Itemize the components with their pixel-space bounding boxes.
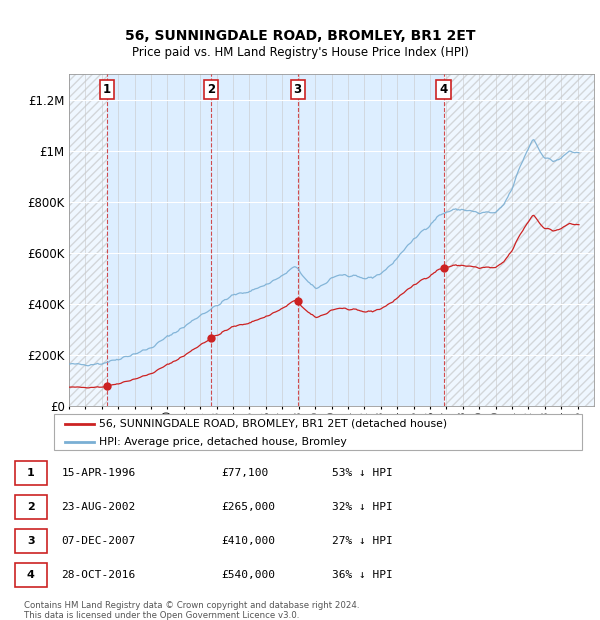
Text: 36% ↓ HPI: 36% ↓ HPI bbox=[332, 570, 393, 580]
FancyBboxPatch shape bbox=[15, 461, 47, 484]
FancyBboxPatch shape bbox=[15, 564, 47, 587]
Text: 56, SUNNINGDALE ROAD, BROMLEY, BR1 2ET: 56, SUNNINGDALE ROAD, BROMLEY, BR1 2ET bbox=[125, 29, 475, 43]
Text: 23-AUG-2002: 23-AUG-2002 bbox=[61, 502, 136, 512]
Bar bbox=[69, 74, 107, 406]
Text: £265,000: £265,000 bbox=[221, 502, 275, 512]
Text: 3: 3 bbox=[293, 83, 302, 96]
Bar bbox=[443, 74, 594, 406]
Text: 3: 3 bbox=[27, 536, 35, 546]
Text: £77,100: £77,100 bbox=[221, 467, 269, 478]
Text: 56, SUNNINGDALE ROAD, BROMLEY, BR1 2ET (detached house): 56, SUNNINGDALE ROAD, BROMLEY, BR1 2ET (… bbox=[99, 418, 447, 428]
Text: 32% ↓ HPI: 32% ↓ HPI bbox=[332, 502, 393, 512]
Text: £410,000: £410,000 bbox=[221, 536, 275, 546]
Text: HPI: Average price, detached house, Bromley: HPI: Average price, detached house, Brom… bbox=[99, 436, 347, 446]
Text: 28-OCT-2016: 28-OCT-2016 bbox=[61, 570, 136, 580]
Text: 15-APR-1996: 15-APR-1996 bbox=[61, 467, 136, 478]
Text: 07-DEC-2007: 07-DEC-2007 bbox=[61, 536, 136, 546]
Text: Price paid vs. HM Land Registry's House Price Index (HPI): Price paid vs. HM Land Registry's House … bbox=[131, 46, 469, 58]
Text: 4: 4 bbox=[439, 83, 448, 96]
FancyBboxPatch shape bbox=[15, 529, 47, 552]
Text: Contains HM Land Registry data © Crown copyright and database right 2024.: Contains HM Land Registry data © Crown c… bbox=[24, 601, 359, 611]
Text: 53% ↓ HPI: 53% ↓ HPI bbox=[332, 467, 393, 478]
FancyBboxPatch shape bbox=[54, 414, 582, 450]
Text: 2: 2 bbox=[206, 83, 215, 96]
FancyBboxPatch shape bbox=[15, 495, 47, 518]
Text: 27% ↓ HPI: 27% ↓ HPI bbox=[332, 536, 393, 546]
Text: 4: 4 bbox=[27, 570, 35, 580]
Text: This data is licensed under the Open Government Licence v3.0.: This data is licensed under the Open Gov… bbox=[24, 611, 299, 620]
Text: 1: 1 bbox=[27, 467, 35, 478]
Text: 1: 1 bbox=[103, 83, 110, 96]
Text: 2: 2 bbox=[27, 502, 35, 512]
Text: £540,000: £540,000 bbox=[221, 570, 275, 580]
